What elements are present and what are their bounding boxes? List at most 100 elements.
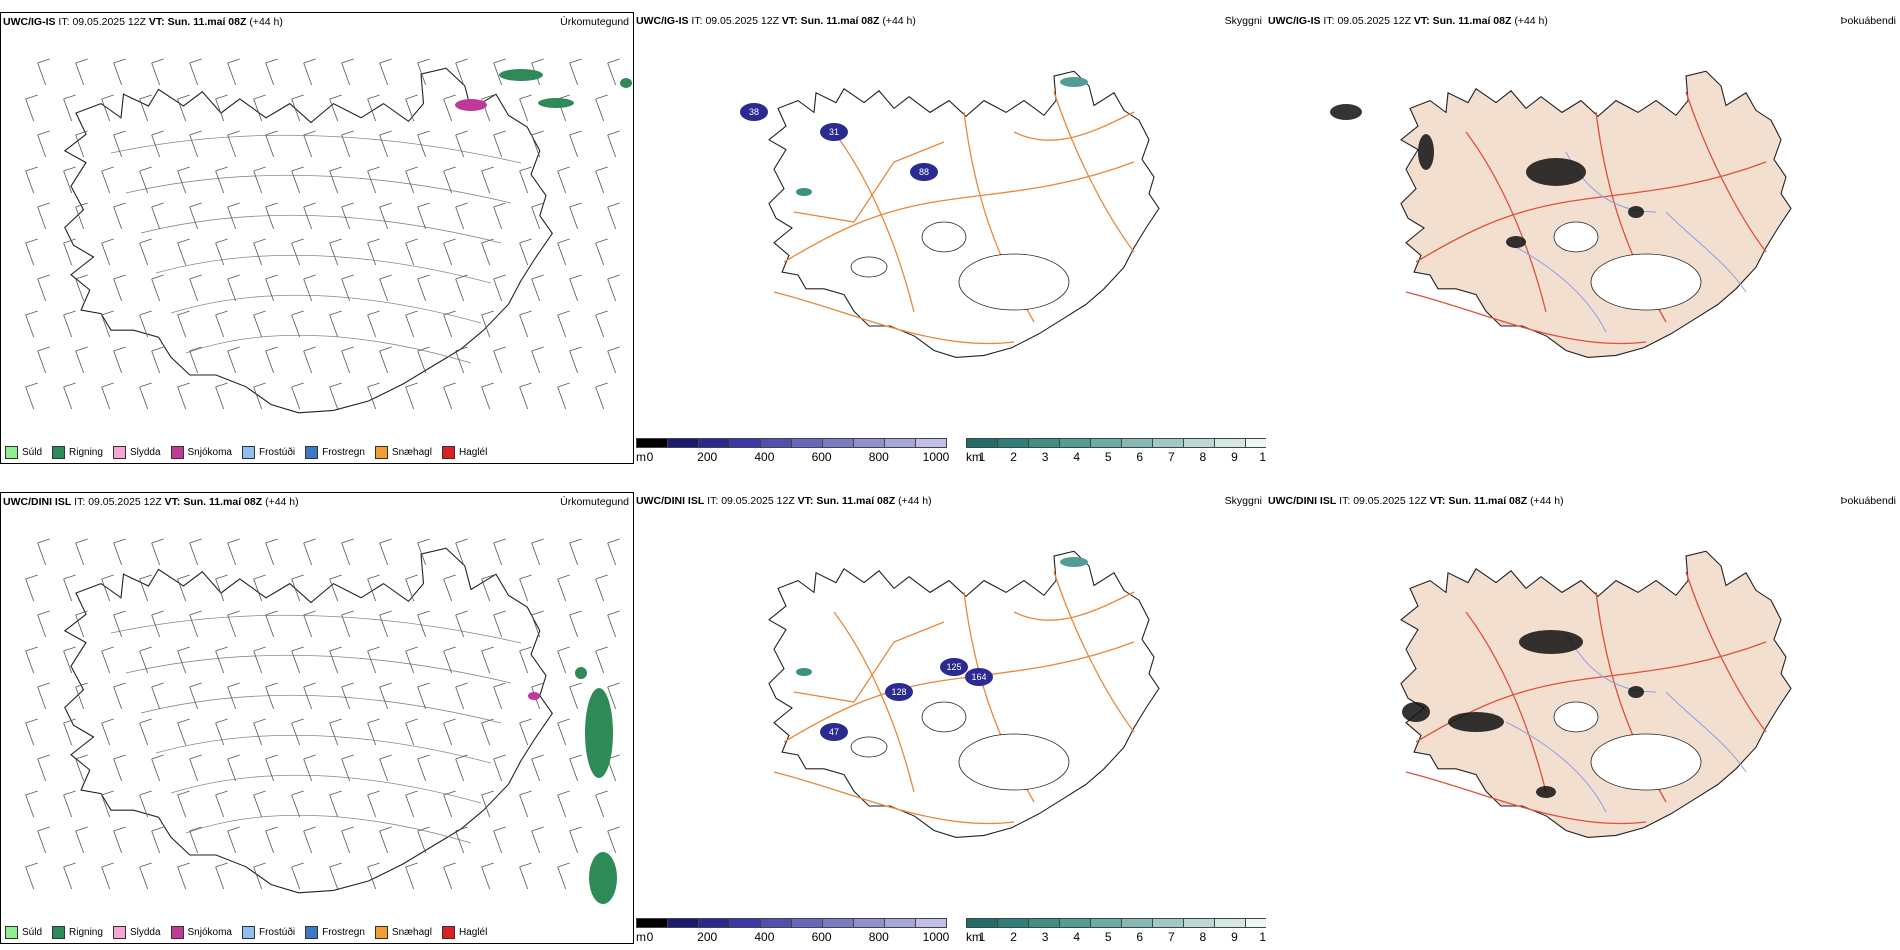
colorbar-tick: 5: [1104, 450, 1112, 464]
colorbar-tick: 3: [1041, 450, 1049, 464]
wind-barb: [101, 718, 114, 746]
wind-barb: [63, 94, 76, 122]
wind-barb: [595, 310, 608, 338]
colorbar-tick: 7: [1167, 930, 1175, 944]
glacier: [850, 256, 888, 278]
river: [1505, 721, 1607, 813]
wind-barb: [25, 646, 38, 674]
wind-barb: [455, 346, 468, 374]
wind-barb: [265, 58, 278, 86]
road: [773, 291, 1015, 345]
wind-barb: [443, 94, 456, 122]
wind-barb: [519, 94, 532, 122]
road: [1053, 571, 1135, 733]
wind-barb: [367, 646, 380, 674]
wind-barb: [417, 202, 430, 230]
wind-barb: [25, 310, 38, 338]
wind-barb: [189, 130, 202, 158]
wind-barb: [189, 346, 202, 374]
wind-barb: [557, 574, 570, 602]
colorbar-segment: [1246, 438, 1266, 448]
wind-barb: [417, 130, 430, 158]
cloud-base-label: 38: [749, 107, 759, 117]
wind-barb: [75, 202, 88, 230]
cloud-base-area: [965, 668, 993, 686]
colorbar-segment: [1122, 438, 1153, 448]
colorbar-segment: [823, 438, 854, 448]
wind-barb: [379, 682, 392, 710]
river: [1665, 691, 1747, 773]
wind-barb: [367, 94, 380, 122]
road: [110, 614, 522, 644]
snow-area: [528, 692, 540, 700]
legend-swatch: [170, 446, 184, 459]
wind-barb: [139, 646, 152, 674]
colorbar-tick: 9: [1231, 930, 1238, 944]
wind-barb: [481, 646, 494, 674]
wind-barb: [531, 610, 544, 638]
wind-barb: [227, 538, 240, 566]
wind-barb: [113, 682, 126, 710]
legend-item: Frostregn: [305, 926, 365, 939]
wind-barb: [75, 826, 88, 854]
colorbar-tick: 1: [978, 450, 986, 464]
wind-barb: [531, 202, 544, 230]
precip-type-panel-row2: UWC/DINI ISL IT: 09.05.2025 12Z VT: Sun.…: [0, 492, 634, 944]
wind-barb: [303, 274, 316, 302]
cloud-base-label: 164: [971, 672, 986, 682]
road: [783, 161, 1135, 263]
wind-barb: [455, 58, 468, 86]
legend-label: Slydda: [129, 927, 161, 938]
wind-barb: [177, 862, 190, 890]
colorbar-tick: 3: [1041, 930, 1049, 944]
wind-barb: [265, 682, 278, 710]
colorbar-unit: km: [966, 450, 982, 464]
wind-barb: [139, 718, 152, 746]
wind-barb: [215, 862, 228, 890]
glacier: [1590, 253, 1702, 311]
wind-barb: [37, 754, 50, 782]
wind-barb: [177, 310, 190, 338]
wind-barb: [101, 382, 114, 410]
wind-barb: [595, 790, 608, 818]
wind-barb: [291, 646, 304, 674]
road: [833, 131, 915, 313]
colorbar-segment: [668, 438, 699, 448]
wind-barb: [139, 574, 152, 602]
fog-area: [1628, 686, 1644, 698]
wind-barb: [329, 790, 342, 818]
wind-barb: [379, 538, 392, 566]
wind-barb: [481, 238, 494, 266]
wind-barb: [607, 202, 620, 230]
precip-type-panel-row1: UWC/IG-IS IT: 09.05.2025 12Z VT: Sun. 11…: [0, 12, 634, 464]
colorbar-segment: [998, 918, 1029, 928]
colorbar-segment: [792, 438, 823, 448]
wind-barb: [341, 202, 354, 230]
legend-item: Súld: [5, 446, 42, 459]
wind-barb: [519, 310, 532, 338]
wind-barb: [177, 94, 190, 122]
road: [1405, 291, 1647, 345]
wind-barb: [481, 382, 494, 410]
road: [170, 774, 482, 804]
wind-barb: [607, 346, 620, 374]
wind-barb: [329, 94, 342, 122]
wind-barb: [291, 382, 304, 410]
coastline: [63, 67, 553, 414]
wind-barb: [227, 346, 240, 374]
wind-barb: [367, 862, 380, 890]
wind-barb: [303, 346, 316, 374]
wind-barb: [177, 718, 190, 746]
road: [773, 771, 1015, 825]
legend-label: Súld: [22, 927, 43, 938]
panel-title: UWC/IG-IS IT: 09.05.2025 12Z VT: Sun. 11…: [636, 15, 916, 27]
wind-barb: [101, 166, 114, 194]
wind-barb: [177, 166, 190, 194]
wind-barb: [113, 274, 126, 302]
fog-area: [1402, 702, 1430, 722]
wind-barb: [341, 346, 354, 374]
rain-area: [620, 78, 632, 88]
wind-barb: [63, 646, 76, 674]
rain-area: [585, 688, 613, 778]
product-name: Skyggni: [1224, 15, 1262, 27]
